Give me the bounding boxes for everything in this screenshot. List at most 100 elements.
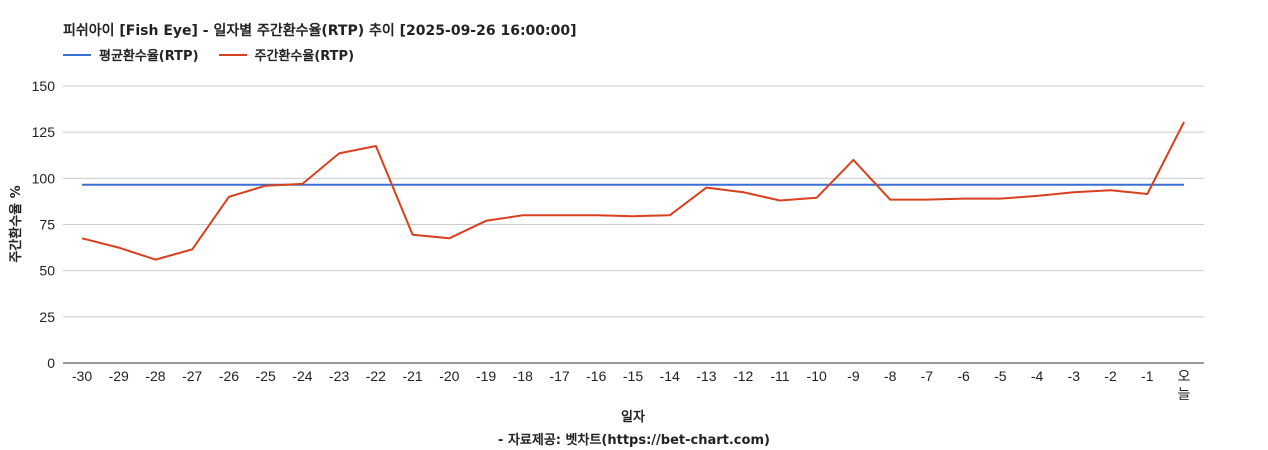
data-point-avg[interactable]	[997, 182, 1003, 188]
x-tick-label: -27	[182, 368, 202, 384]
x-tick-label: -20	[439, 368, 459, 384]
x-tick-label: -9	[847, 368, 860, 384]
data-point-weekly[interactable]	[520, 212, 526, 218]
y-tick-label: 125	[32, 124, 56, 140]
data-point-weekly[interactable]	[557, 212, 563, 218]
x-tick-label: -2	[1104, 368, 1117, 384]
data-point-weekly[interactable]	[79, 235, 85, 241]
data-point-avg[interactable]	[410, 182, 416, 188]
data-point-avg[interactable]	[814, 182, 820, 188]
data-point-avg[interactable]	[336, 182, 342, 188]
legend-label-weekly: 주간환수율(RTP)	[254, 49, 355, 64]
legend-item-weekly[interactable]: 주간환수율(RTP)	[218, 45, 355, 64]
data-point-weekly[interactable]	[152, 257, 158, 263]
data-point-avg[interactable]	[189, 182, 195, 188]
x-tick-label: -3	[1068, 368, 1081, 384]
data-point-avg[interactable]	[152, 182, 158, 188]
data-point-avg[interactable]	[887, 182, 893, 188]
y-tick-label: 0	[47, 355, 55, 371]
x-tick-label: -12	[733, 368, 753, 384]
data-point-avg[interactable]	[777, 182, 783, 188]
x-tick-label: -11	[770, 368, 789, 384]
data-point-avg[interactable]	[1144, 182, 1150, 188]
data-source-credit: - 자료제공: 벳차트(https://bet-chart.com)	[498, 433, 770, 448]
x-tick-label: -22	[366, 368, 386, 384]
data-point-weekly[interactable]	[1144, 191, 1150, 197]
data-point-weekly[interactable]	[116, 245, 122, 251]
data-point-avg[interactable]	[226, 182, 232, 188]
data-point-avg[interactable]	[1181, 182, 1187, 188]
data-point-avg[interactable]	[961, 182, 967, 188]
y-tick-label: 25	[39, 309, 55, 325]
data-point-avg[interactable]	[557, 182, 563, 188]
data-point-avg[interactable]	[1034, 182, 1040, 188]
data-point-weekly[interactable]	[263, 183, 269, 189]
data-point-weekly[interactable]	[446, 235, 452, 241]
data-point-weekly[interactable]	[961, 196, 967, 202]
data-point-weekly[interactable]	[924, 197, 930, 203]
y-axis-ticks: 0 25 50 75 100 125 150	[32, 78, 56, 371]
x-tick-label: -10	[807, 368, 827, 384]
y-axis-title: 주간환수율 %	[8, 185, 24, 262]
y-tick-label: 150	[32, 78, 56, 94]
data-point-weekly[interactable]	[997, 196, 1003, 202]
data-point-weekly[interactable]	[667, 212, 673, 218]
data-point-weekly[interactable]	[703, 185, 709, 191]
data-point-weekly[interactable]	[373, 143, 379, 149]
x-tick-label: -18	[513, 368, 533, 384]
data-point-avg[interactable]	[850, 182, 856, 188]
x-tick-label: -8	[884, 368, 897, 384]
data-point-weekly[interactable]	[1108, 187, 1114, 193]
series-lines	[79, 119, 1187, 263]
x-tick-label: -26	[219, 368, 239, 384]
data-point-weekly[interactable]	[740, 189, 746, 195]
data-point-weekly[interactable]	[336, 150, 342, 156]
x-tick-label: -24	[292, 368, 312, 384]
data-point-weekly[interactable]	[410, 232, 416, 238]
data-point-weekly[interactable]	[299, 181, 305, 187]
data-point-avg[interactable]	[520, 182, 526, 188]
data-point-weekly[interactable]	[593, 212, 599, 218]
x-axis-title: 일자	[621, 410, 645, 425]
data-point-weekly[interactable]	[814, 195, 820, 201]
data-point-weekly[interactable]	[1071, 189, 1077, 195]
x-tick-label: -5	[994, 368, 1007, 384]
data-point-weekly[interactable]	[630, 213, 636, 219]
data-point-weekly[interactable]	[1181, 119, 1187, 125]
data-point-avg[interactable]	[483, 182, 489, 188]
x-tick-label: -16	[586, 368, 606, 384]
data-point-avg[interactable]	[630, 182, 636, 188]
y-tick-label: 75	[39, 217, 55, 233]
data-point-weekly[interactable]	[189, 246, 195, 252]
data-point-avg[interactable]	[593, 182, 599, 188]
data-point-avg[interactable]	[924, 182, 930, 188]
x-tick-label: 늘	[1178, 386, 1191, 402]
data-point-weekly[interactable]	[483, 218, 489, 224]
x-tick-label: -23	[329, 368, 349, 384]
data-point-avg[interactable]	[740, 182, 746, 188]
data-point-weekly[interactable]	[887, 197, 893, 203]
data-point-avg[interactable]	[1071, 182, 1077, 188]
x-tick-label: -13	[696, 368, 716, 384]
data-point-avg[interactable]	[79, 182, 85, 188]
series-line-weekly-rtp[interactable]	[81, 121, 1185, 261]
data-point-avg[interactable]	[373, 182, 379, 188]
data-point-weekly[interactable]	[850, 157, 856, 163]
data-point-avg[interactable]	[1108, 182, 1114, 188]
y-tick-label: 50	[39, 263, 55, 279]
x-tick-label: -14	[660, 368, 680, 384]
data-point-avg[interactable]	[116, 182, 122, 188]
y-tick-label: 100	[32, 170, 56, 186]
gridlines	[63, 85, 1204, 364]
data-point-weekly[interactable]	[777, 197, 783, 203]
data-point-weekly[interactable]	[1034, 193, 1040, 199]
x-tick-label: -28	[145, 368, 165, 384]
data-point-avg[interactable]	[667, 182, 673, 188]
legend-item-avg[interactable]: 평균환수율(RTP)	[63, 45, 199, 64]
x-tick-label: -6	[957, 368, 970, 384]
legend-label-avg: 평균환수율(RTP)	[99, 49, 199, 64]
x-tick-label: -30	[72, 368, 92, 384]
data-point-weekly[interactable]	[226, 194, 232, 200]
data-point-avg[interactable]	[446, 182, 452, 188]
x-tick-label: 오	[1178, 368, 1191, 384]
